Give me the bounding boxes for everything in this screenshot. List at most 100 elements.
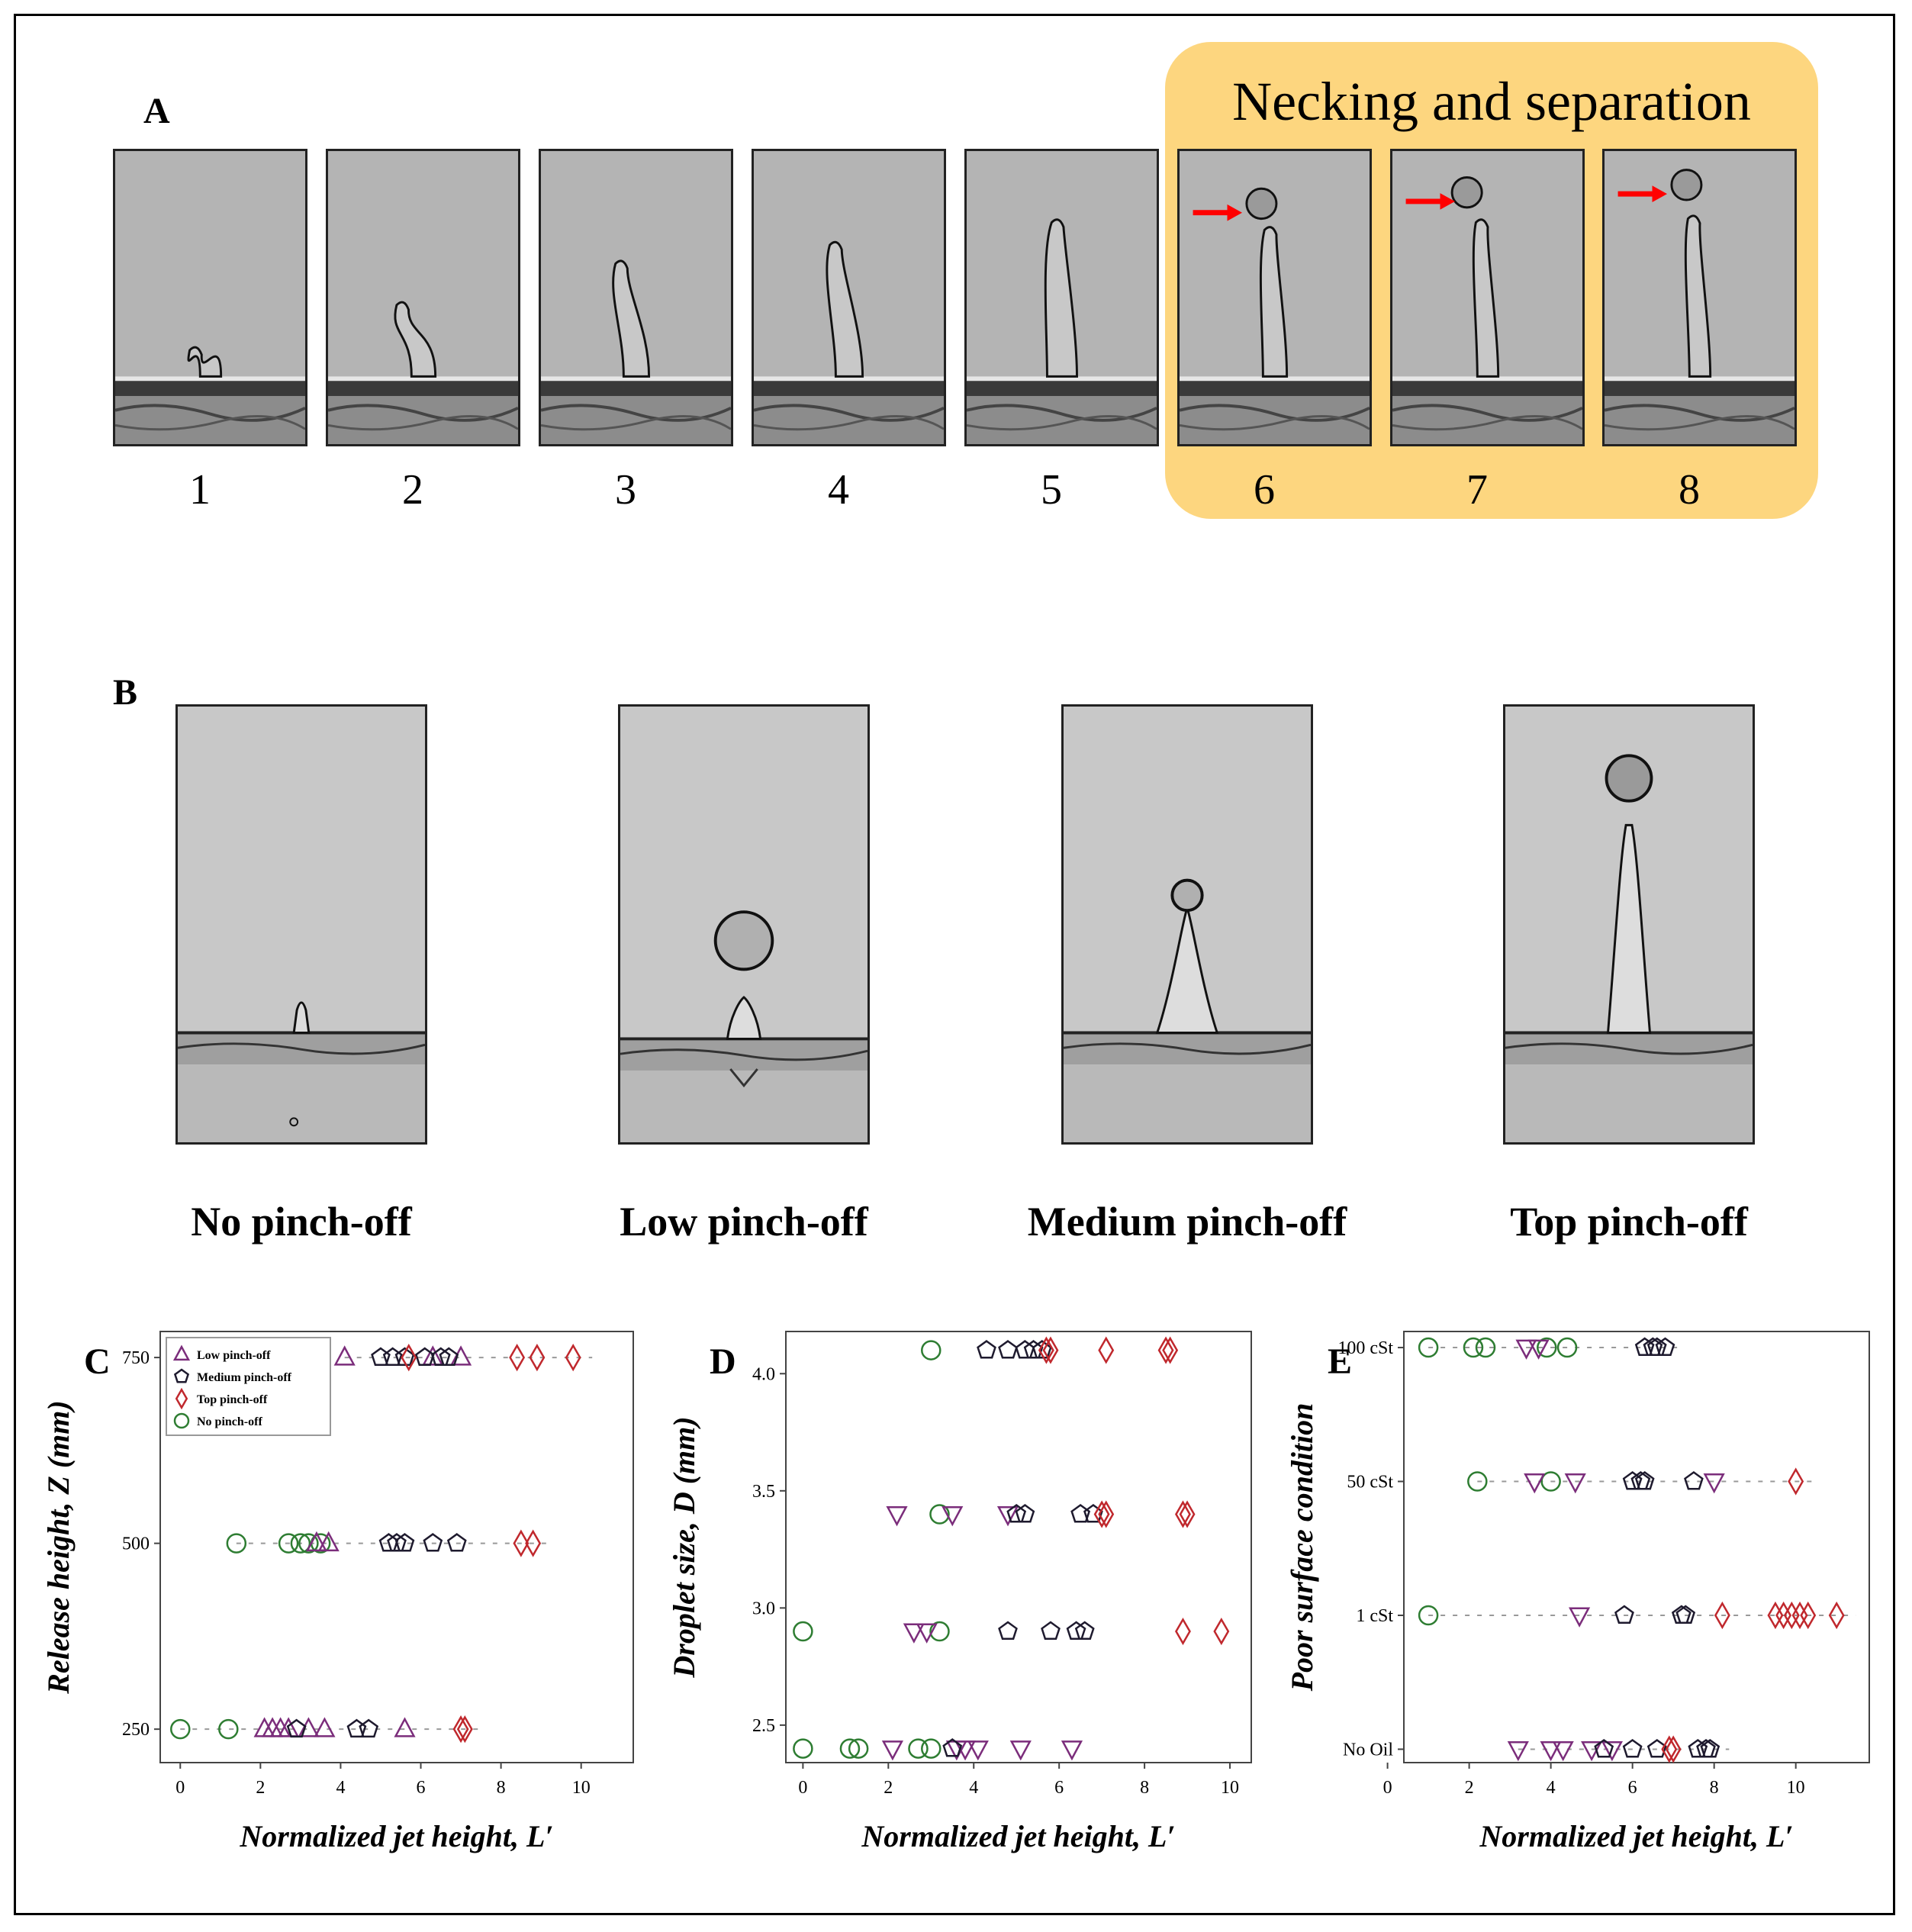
data-point [1009, 1740, 1032, 1761]
photo-graphic [328, 376, 518, 382]
photo-graphic [1606, 823, 1652, 1034]
data-point [1665, 1735, 1682, 1763]
series-medium-pinch-off [1594, 1337, 1720, 1758]
legend-label: Medium pinch-off [197, 1371, 292, 1384]
data-point [430, 1347, 451, 1367]
y-tick-label: No Oil [1343, 1740, 1393, 1760]
data-point [1556, 1337, 1578, 1358]
data-point [1507, 1740, 1529, 1762]
series-low-pinch-off [1507, 1339, 1725, 1762]
data-point [387, 1533, 407, 1552]
panel-b-letter: B [113, 672, 138, 713]
data-point [394, 1717, 416, 1737]
photo-graphic [541, 415, 731, 431]
pinch-off-category-label: Top pinch-off [1510, 1199, 1748, 1245]
photo-graphic [1170, 878, 1204, 913]
photo-graphic [1670, 169, 1703, 201]
data-point [359, 1718, 379, 1738]
x-axis-title: Normalized jet height, L′ [861, 1819, 1175, 1853]
figure-frame [14, 14, 1895, 1915]
data-point [1646, 1337, 1667, 1357]
data-point [1175, 1617, 1191, 1646]
photo-graphic [187, 346, 223, 378]
data-point [848, 1738, 869, 1759]
photo-graphic [713, 910, 774, 971]
x-tick-label: 4 [969, 1778, 978, 1798]
legend: Low pinch-off Medium pinch-off Top pinch-o… [166, 1337, 331, 1436]
series-top-pinch-off [1038, 1336, 1230, 1646]
data-point [1162, 1336, 1179, 1364]
data-point [1467, 1471, 1488, 1492]
photo-graphic [1227, 204, 1243, 221]
x-tick-label: 0 [175, 1778, 185, 1798]
x-tick-label: 2 [884, 1778, 893, 1798]
data-point [333, 1345, 356, 1366]
legend-label: No pinch-off [197, 1415, 262, 1428]
photo-graphic [541, 381, 731, 396]
graphic [1064, 707, 1311, 1142]
panel-letter: C [84, 1341, 111, 1382]
data-point [394, 1347, 415, 1367]
y-tick-label: 4.0 [752, 1364, 775, 1384]
data-point [793, 1738, 813, 1759]
photo-graphic [612, 259, 651, 378]
panel-a-letter: A [143, 91, 170, 131]
photo-graphic [1684, 214, 1712, 378]
data-point [1066, 1621, 1086, 1641]
data-point [1093, 1500, 1110, 1528]
photo-graphic [754, 376, 944, 382]
series-top-pinch-off [401, 1343, 581, 1744]
x-tick-label: 0 [798, 1778, 807, 1798]
pinch-off-category-label: Medium pinch-off [1027, 1199, 1347, 1245]
graphic [1505, 707, 1753, 1142]
data-point [1634, 1470, 1655, 1490]
data-point [1157, 1336, 1174, 1364]
x-tick-label: 2 [1465, 1778, 1474, 1798]
data-point [439, 1347, 459, 1367]
photo-graphic [328, 395, 518, 444]
photo-graphic [1392, 376, 1582, 382]
data-point [401, 1343, 417, 1372]
photo-graphic [1064, 1064, 1311, 1142]
panel-a-frame-photo [752, 149, 946, 446]
x-tick-label: 10 [1221, 1778, 1239, 1798]
photo-graphic [394, 301, 437, 378]
panel-a-frame-photo [539, 149, 733, 446]
photo-graphic [1180, 381, 1370, 396]
series-medium-pinch-off [942, 1340, 1103, 1757]
x-tick-label: 6 [417, 1778, 426, 1798]
data-point [1552, 1740, 1574, 1762]
data-point [1179, 1500, 1196, 1528]
data-point [1569, 1607, 1591, 1628]
data-point [996, 1506, 1019, 1527]
photo-graphic [328, 381, 518, 396]
data-point [1537, 1337, 1557, 1358]
photo-graphic [1392, 395, 1582, 444]
data-point [967, 1740, 989, 1761]
x-axis-title: Normalized jet height, L′ [239, 1819, 553, 1853]
data-point [1418, 1605, 1439, 1626]
pinch-off-category-label: No pinch-off [191, 1199, 412, 1245]
data-point [1175, 1500, 1191, 1528]
y-tick-label: 50 cSt [1347, 1473, 1393, 1492]
data-point [382, 1347, 403, 1367]
legend-box [166, 1337, 331, 1436]
chart-e: E 0 2 4 6 8 10 No Oil 1 cSt 50 cSt 100 cSt Normaliz… [1267, 1312, 1877, 1908]
data-point [886, 1506, 908, 1527]
y-tick-label: 750 [122, 1348, 150, 1368]
x-tick-label: 10 [572, 1778, 591, 1798]
x-tick-label: 10 [1787, 1778, 1805, 1798]
y-tick-label: 3.5 [752, 1482, 775, 1502]
data-point [1622, 1738, 1643, 1758]
graphic [328, 151, 518, 444]
frame-number-label: 4 [828, 466, 849, 514]
data-point [1418, 1337, 1439, 1358]
data-point [1098, 1500, 1115, 1528]
frame-number-label: 2 [402, 466, 423, 514]
legend-marker [173, 1412, 190, 1429]
data-point [513, 1529, 530, 1557]
photo-graphic [967, 415, 1157, 431]
data-point [916, 1623, 938, 1644]
frame-number-label: 6 [1254, 466, 1275, 514]
data-point [422, 1345, 444, 1366]
